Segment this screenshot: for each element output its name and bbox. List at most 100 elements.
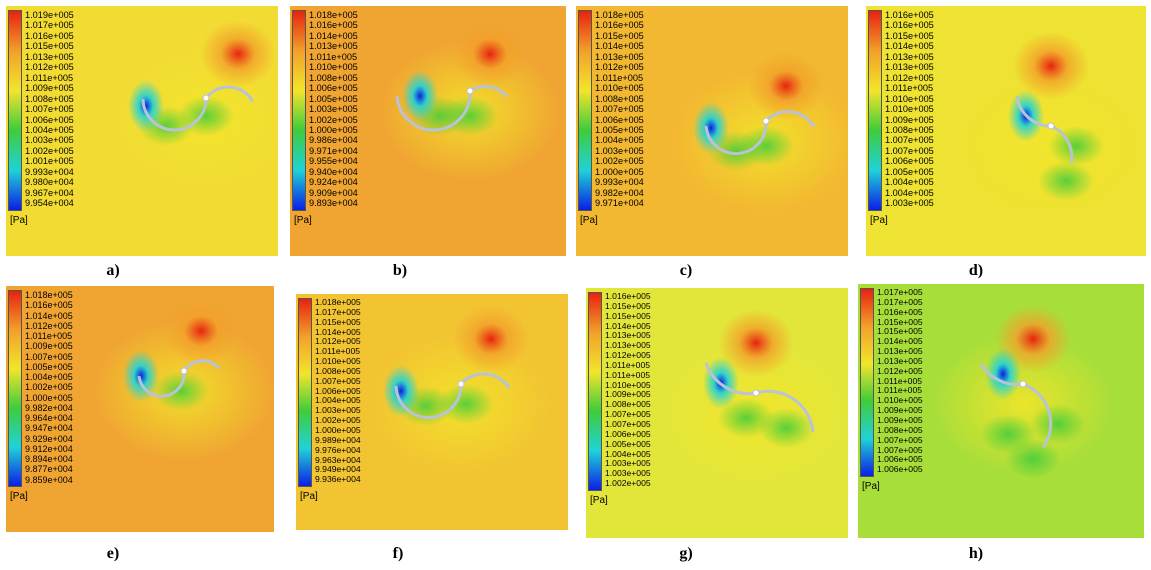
contour-panel: 1.018e+005 1.016e+005 1.015e+005 1.014e+005… [576,6,848,256]
low-pressure-region [383,365,419,417]
legend-tick: 1.004e+005 [885,187,934,198]
legend-tick: 1.013e+005 [877,355,923,366]
panel-label: b) [392,262,408,279]
wake-region [1038,161,1094,201]
legend-tick: 1.007e+005 [25,104,74,115]
legend-tick: 1.016e+005 [885,20,934,31]
legend-tick: 1.012e+005 [595,62,644,73]
colorbar [860,288,874,478]
legend-tick: 1.002e+005 [315,415,361,426]
rotor-blade [394,383,463,419]
legend-tick-list: 1.016e+005 1.015e+005 1.015e+005 1.014e+005… [605,291,651,491]
legend-tick: 9.949e+004 [315,464,361,475]
legend-tick: 1.019e+005 [25,10,74,20]
contour-panel: 1.016e+005 1.016e+005 1.015e+005 1.014e+005… [866,6,1146,256]
low-pressure-region [128,80,164,132]
high-pressure-region [200,20,276,88]
legend-tick: 9.963e+004 [315,454,361,465]
legend-tick: 1.013e+005 [605,340,651,351]
legend-tick: 1.011e+005 [605,359,651,370]
legend-tick: 1.014e+005 [877,336,923,347]
legend-tick: 9.893e+004 [309,198,358,209]
legend-tick: 1.009e+005 [605,389,651,400]
legend-tick-list: 1.018e+005 1.016e+005 1.015e+005 1.014e+005… [595,10,644,211]
legend-tick: 1.003e+005 [605,458,651,469]
legend-tick: 1.006e+005 [877,454,923,465]
legend-tick: 9.967e+004 [25,187,74,198]
legend-tick: 1.016e+005 [309,20,358,31]
legend-tick: 1.003e+005 [309,104,358,115]
legend-tick: 1.014e+005 [595,41,644,52]
legend-tick: 1.016e+005 [877,306,923,317]
rotor-shaft [762,117,770,125]
panel-label: h) [968,545,984,562]
legend-tick: 1.006e+005 [605,428,651,439]
legend-tick: 1.016e+005 [605,291,651,301]
legend-tick: 1.017e+005 [25,20,74,31]
low-pressure-region [693,102,729,154]
wake-region [438,384,494,424]
legend-tick: 1.007e+005 [25,351,73,362]
legend-tick: 1.006e+005 [315,385,361,396]
colorbar [588,292,602,491]
legend-tick: 1.018e+005 [315,297,361,307]
legend-tick: 9.912e+004 [25,443,73,454]
legend-tick: 1.010e+005 [885,104,934,115]
rotor-blade [704,120,768,156]
colorbar [8,10,22,211]
legend-tick: 1.004e+005 [595,135,644,146]
legend-tick: 1.007e+005 [605,418,651,429]
legend-tick: 1.000e+005 [315,424,361,435]
rotor-blade [1050,124,1074,164]
legend-tick: 1.015e+005 [877,326,923,337]
legend-tick: 1.004e+005 [605,448,651,459]
legend-tick: 9.859e+004 [25,474,73,485]
legend-tick: 1.007e+005 [885,145,934,156]
legend-tick: 1.015e+005 [885,30,934,41]
legend-tick: 1.011e+005 [605,369,651,380]
legend-tick: 1.005e+005 [25,361,73,372]
contour-panel: 1.018e+005 1.016e+005 1.014e+005 1.012e+005… [6,286,274,532]
legend-tick: 1.007e+005 [885,135,934,146]
legend-tick: 9.964e+004 [25,413,73,423]
wake-region [1048,126,1104,166]
unit-label: [Pa] [10,214,28,226]
pressure-field [6,286,274,532]
legend-tick: 9.982e+004 [25,402,73,413]
legend-tick: 9.993e+004 [595,177,644,188]
legend-tick: 1.005e+005 [595,124,644,135]
legend-tick: 1.009e+005 [885,114,934,125]
unit-label: [Pa] [590,495,608,506]
legend-tick: 1.004e+005 [885,177,934,188]
legend-tick: 1.006e+005 [25,114,74,125]
colorbar [868,10,882,211]
legend-tick: 1.011e+005 [309,51,358,62]
legend-tick: 1.012e+005 [25,62,74,73]
legend-tick: 1.011e+005 [315,346,361,357]
rotor-blade [764,110,816,128]
legend-tick: 1.015e+005 [25,41,74,52]
panel-label: g) [679,545,693,562]
legend-tick: 1.014e+005 [885,41,934,52]
low-pressure-region [123,350,159,402]
legend-tick-list: 1.016e+005 1.016e+005 1.015e+005 1.014e+005… [885,10,934,211]
legend-tick: 1.003e+005 [885,198,934,209]
legend-tick: 1.009e+005 [877,405,923,416]
rotor-blade [469,84,508,98]
legend-tick-list: 1.018e+005 1.016e+005 1.014e+005 1.013e+005… [309,10,358,211]
legend-tick: 1.007e+005 [605,409,651,420]
legend-tick: 1.010e+005 [309,62,358,73]
rotor-shaft [1019,380,1027,388]
legend-tick: 9.936e+004 [315,474,361,485]
color-legend: 1.016e+005 1.015e+005 1.015e+005 1.014e+005… [588,291,651,491]
legend-tick: 1.013e+005 [595,51,644,62]
legend-tick: 1.013e+005 [877,346,923,357]
legend-tick: 1.002e+005 [605,478,651,489]
colorbar [578,10,592,211]
color-legend: 1.018e+005 1.016e+005 1.014e+005 1.012e+005… [8,290,73,487]
legend-tick: 1.018e+005 [595,10,644,20]
low-pressure-region [985,348,1021,400]
high-pressure-region [718,309,794,377]
rotor-blade [1015,95,1052,128]
pressure-field [858,284,1144,538]
